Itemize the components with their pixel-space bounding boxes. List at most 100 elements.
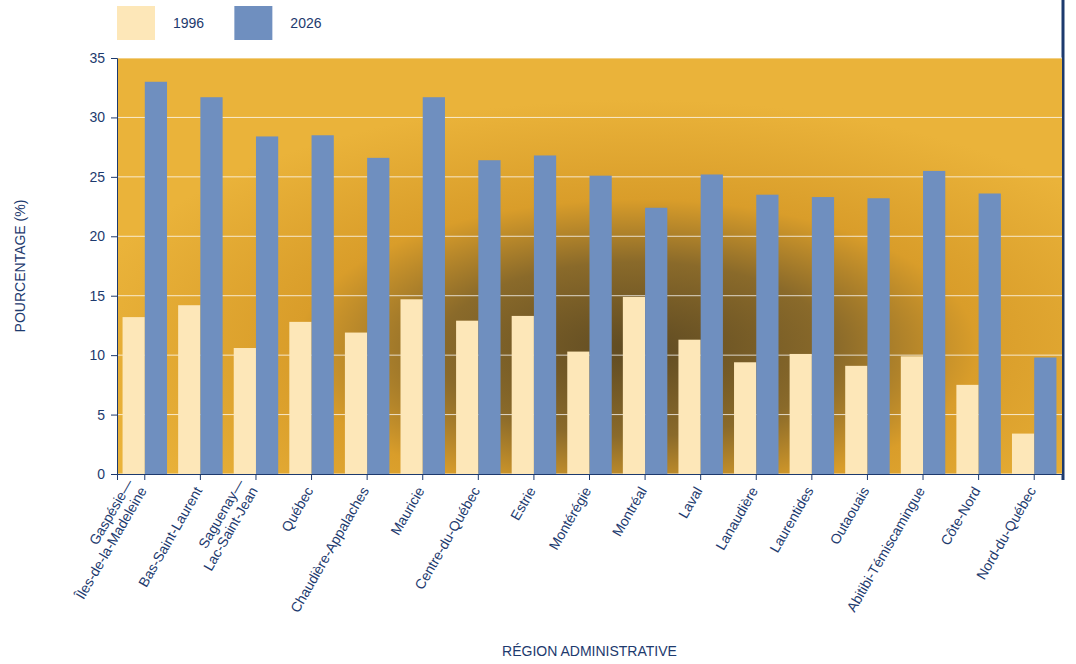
- legend: 1996 2026: [117, 6, 322, 40]
- bar: [423, 97, 445, 474]
- x-tick-mark: [756, 474, 757, 480]
- x-tick-label: Montérégie: [545, 484, 594, 553]
- x-tick-mark: [867, 474, 868, 480]
- y-tick-mark: [111, 177, 117, 178]
- bar: [289, 322, 311, 474]
- y-tick: 0: [97, 466, 117, 482]
- x-axis: Gaspésie—Îles-de-la-MadeleineBas-Saint-L…: [59, 474, 1063, 615]
- x-tick-label: Centre-du-Québec: [411, 484, 483, 592]
- legend-label: 1996: [173, 15, 204, 31]
- y-tick: 30: [89, 109, 117, 125]
- legend-swatch: [234, 6, 272, 40]
- bar: [367, 158, 389, 474]
- grid-line: [117, 117, 1062, 118]
- x-tick-label: Nord-du-Québec: [973, 484, 1039, 582]
- y-tick-label: 25: [89, 169, 105, 185]
- plot-background: [117, 58, 1062, 474]
- bar: [701, 174, 723, 474]
- x-tick-mark: [533, 474, 534, 480]
- y-tick-label: 30: [89, 109, 105, 125]
- bar: [456, 321, 478, 474]
- bar: [923, 171, 945, 474]
- y-tick-mark: [111, 415, 117, 416]
- chart: 0 5 10 15 20 25 30 35 Gaspésie—Îles-de-la-Madele…: [0, 0, 1076, 664]
- x-tick-label: Québec: [278, 484, 316, 534]
- bar: [790, 354, 812, 474]
- x-tick: Chaudière-Appalaches: [287, 474, 372, 615]
- x-tick-mark: [645, 474, 646, 480]
- x-tick-mark: [255, 474, 256, 480]
- x-tick-mark: [422, 474, 423, 480]
- x-tick: Laval: [675, 474, 706, 521]
- y-tick-label: 35: [89, 50, 105, 66]
- grid-line: [117, 58, 1062, 59]
- y-axis-title: POURCENTAGE (%): [12, 200, 28, 333]
- x-tick-mark: [367, 474, 368, 480]
- x-tick-mark: [700, 474, 701, 480]
- y-tick-label: 10: [89, 347, 105, 363]
- x-tick: Abitibi-Témiscamingue: [843, 474, 928, 615]
- grid: [117, 58, 1062, 474]
- bar: [234, 348, 256, 474]
- y-tick: 5: [97, 407, 117, 423]
- bar: [1034, 358, 1056, 474]
- legend-label: 2026: [290, 15, 321, 31]
- x-tick-mark: [811, 474, 812, 480]
- bar: [734, 362, 756, 474]
- x-tick-label: Montréal: [609, 484, 650, 539]
- bar: [534, 155, 556, 474]
- x-tick: Lanaudière: [712, 474, 761, 553]
- bar: [901, 356, 923, 474]
- legend-swatch: [117, 6, 155, 40]
- x-tick-label: Saguenay—Lac-Saint-Jean: [187, 476, 261, 573]
- x-tick: Mauricie: [387, 474, 427, 538]
- bar: [200, 97, 222, 474]
- bar: [678, 340, 700, 474]
- x-tick: Montérégie: [545, 474, 594, 553]
- y-tick-label: 20: [89, 228, 105, 244]
- y-tick: 15: [89, 288, 117, 304]
- bar: [178, 305, 200, 474]
- x-tick-mark: [478, 474, 479, 480]
- bar: [512, 316, 534, 474]
- bar: [123, 317, 145, 474]
- bar: [256, 136, 278, 474]
- x-tick-mark: [1034, 474, 1035, 480]
- x-tick-mark: [311, 474, 312, 480]
- x-tick-label: Chaudière-Appalaches: [287, 484, 372, 615]
- y-tick-mark: [111, 58, 117, 59]
- x-tick-label: Abitibi-Témiscamingue: [843, 484, 928, 615]
- x-tick: Laurentides: [766, 474, 816, 555]
- x-tick-label: Lanaudière: [712, 484, 761, 553]
- bar: [145, 82, 167, 474]
- x-tick-label: Laval: [675, 484, 706, 521]
- y-tick-mark: [111, 296, 117, 297]
- y-tick-label: 5: [97, 407, 105, 423]
- y-tick-label: 15: [89, 288, 105, 304]
- y-tick-mark: [111, 236, 117, 237]
- x-tick: Centre-du-Québec: [411, 474, 483, 592]
- x-tick-label: Estrie: [507, 484, 539, 523]
- bar: [812, 197, 834, 474]
- x-tick: Nord-du-Québec: [973, 474, 1039, 582]
- x-tick-mark: [923, 474, 924, 480]
- bar: [401, 299, 423, 474]
- bar: [312, 135, 334, 474]
- bar: [979, 193, 1001, 474]
- y-tick-mark: [111, 355, 117, 356]
- x-tick: Outaouais: [827, 474, 873, 547]
- plot: 0 5 10 15 20 25 30 35 Gaspésie—Îles-de-la-Madele…: [59, 50, 1063, 615]
- x-tick-label: Côte-Nord: [937, 484, 983, 548]
- x-tick: Québec: [278, 474, 316, 534]
- y-tick-mark: [111, 117, 117, 118]
- x-axis-title: RÉGION ADMINISTRATIVE: [502, 643, 677, 659]
- x-tick-mark: [589, 474, 590, 480]
- y-tick-mark: [111, 474, 117, 475]
- y-tick: 20: [89, 228, 117, 244]
- x-tick-label: Laurentides: [766, 484, 816, 555]
- bar: [756, 195, 778, 474]
- x-tick-label: Gaspésie—Îles-de-la-Madeleine: [59, 476, 150, 603]
- bar: [567, 352, 589, 474]
- x-tick-mark: [200, 474, 201, 480]
- y-tick: 35: [89, 50, 117, 66]
